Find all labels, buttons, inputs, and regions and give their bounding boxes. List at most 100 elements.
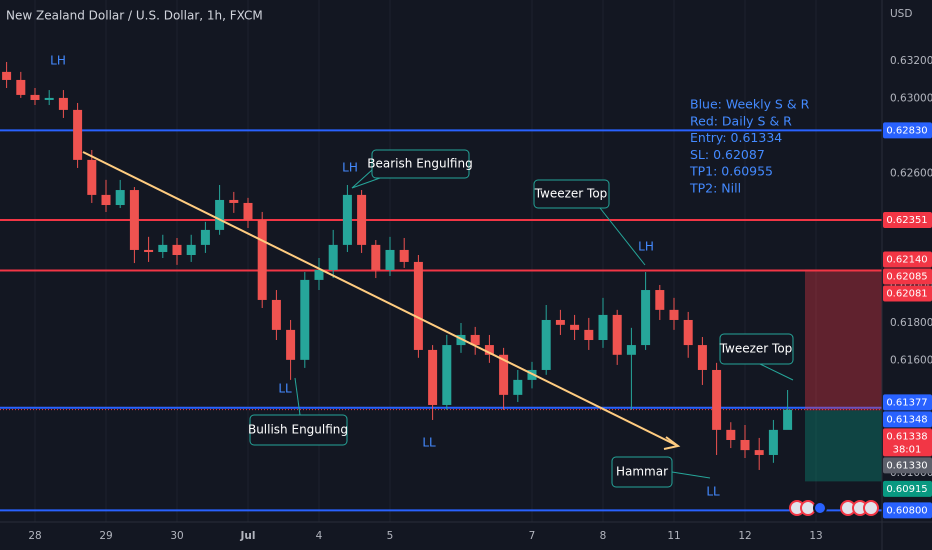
candle-body	[683, 319, 693, 346]
stop-zone	[805, 269, 882, 411]
x-tick-label: 4	[316, 530, 323, 542]
trend-line	[82, 151, 677, 446]
event-icon	[863, 500, 879, 516]
price-label-box	[883, 428, 932, 457]
candle-body	[44, 97, 54, 100]
candle-body	[30, 94, 40, 100]
price-label: 0.62830	[886, 125, 927, 136]
x-tick-label: 8	[600, 530, 607, 542]
target-zone	[805, 410, 882, 482]
candle-body	[371, 244, 381, 270]
y-tick-label: 0.61600	[890, 355, 932, 367]
pivots: LH LH LH LL LL LL	[50, 54, 720, 499]
candle-body	[186, 244, 196, 256]
candle-body	[215, 199, 225, 230]
candle-body	[541, 319, 551, 370]
callout-box	[611, 456, 673, 488]
candle-body	[129, 190, 139, 250]
callout-box	[249, 414, 348, 446]
callout: Hammar	[611, 456, 711, 488]
candle-body	[584, 329, 594, 341]
chart-title: New Zealand Dollar / U.S. Dollar, 1h, FX…	[6, 9, 263, 23]
price-label-box	[883, 211, 932, 228]
candle-body	[58, 97, 68, 110]
info-line: Blue: Weekly S & R	[690, 97, 810, 112]
info-line: TP1: 0.60955	[689, 164, 773, 179]
price-label: 0.62085	[886, 272, 927, 283]
info-line: Red: Daily S & R	[690, 113, 792, 128]
callout-text: Hammar	[616, 465, 668, 479]
countdown: 38:01	[893, 444, 922, 455]
callout-box	[371, 149, 470, 179]
x-tick-label: 13	[809, 530, 822, 542]
candle-body	[712, 369, 722, 430]
pointer	[671, 471, 711, 479]
candle-body	[768, 429, 778, 455]
callout: Bearish Engulfing	[351, 149, 473, 189]
price-label-box	[883, 285, 932, 302]
candle-body	[740, 439, 750, 451]
pointer	[759, 363, 794, 381]
candle-body	[172, 244, 182, 256]
callout-text: Tweezer Top	[534, 187, 608, 201]
candle-body	[87, 159, 97, 195]
candle-body	[754, 450, 764, 455]
callout-text: Bearish Engulfing	[367, 157, 472, 171]
candle-body	[669, 309, 679, 320]
pivot-label: LH	[342, 161, 358, 175]
y-tick-label: 0.61800	[890, 317, 932, 329]
y-tick-label: 0.62600	[890, 167, 932, 179]
candle-body	[257, 219, 267, 300]
trend-line	[82, 151, 681, 450]
price-label-box	[883, 122, 932, 139]
x-tick-label: 28	[28, 530, 41, 542]
candle-body	[655, 290, 665, 310]
candle-body	[2, 71, 12, 80]
x-tick-label: Jul	[240, 530, 256, 542]
price-label: 0.61377	[886, 397, 927, 408]
candle-body	[271, 299, 281, 330]
y-tick-label: 0.63200	[890, 55, 932, 67]
candle-body	[499, 354, 509, 395]
candle-body	[101, 194, 111, 206]
candle-body	[484, 345, 494, 355]
candle-body	[456, 334, 466, 346]
candle-body	[16, 79, 26, 95]
event-icon	[813, 501, 827, 515]
candle-body	[229, 199, 239, 203]
price-label: 0.62351	[886, 215, 927, 226]
candle-body	[413, 261, 423, 350]
candle-body	[399, 249, 409, 262]
candles	[2, 61, 793, 470]
x-tick-label: 12	[738, 530, 751, 542]
pivot-label: LH	[638, 240, 654, 254]
pivot-label: LL	[706, 485, 720, 499]
candle-body	[286, 329, 296, 360]
price-label: 0.60915	[886, 484, 927, 495]
price-label: 0.61330	[886, 460, 927, 471]
arrow-head	[663, 436, 681, 450]
info-line: Entry: 0.61334	[690, 130, 782, 145]
axes: 0.632000.630000.626000.620000.618000.616…	[28, 55, 932, 542]
candle-body	[342, 194, 352, 245]
price-label-box	[883, 394, 932, 411]
callout-text: Tweezer Top	[719, 342, 793, 356]
candle-body	[442, 345, 452, 405]
callout-text: Bullish Engulfing	[248, 423, 348, 437]
candle-body	[328, 244, 338, 270]
candle-body	[783, 409, 793, 430]
candle-body	[470, 334, 480, 346]
callout: Tweezer Top	[533, 179, 646, 266]
price-labels: 0.62830 0.62351 0.62140 0.62085 0.62081 0.613…	[883, 122, 932, 519]
candle-body	[428, 349, 438, 405]
price-label: 0.62081	[886, 289, 927, 300]
price-label: 0.61338	[886, 431, 927, 442]
candle-body	[570, 324, 580, 330]
callout: Bullish Engulfing	[248, 377, 348, 446]
price-label-box	[883, 411, 932, 428]
x-tick-label: 7	[529, 530, 536, 542]
candle-body	[115, 190, 125, 206]
y-axis-label: USD	[890, 8, 912, 20]
